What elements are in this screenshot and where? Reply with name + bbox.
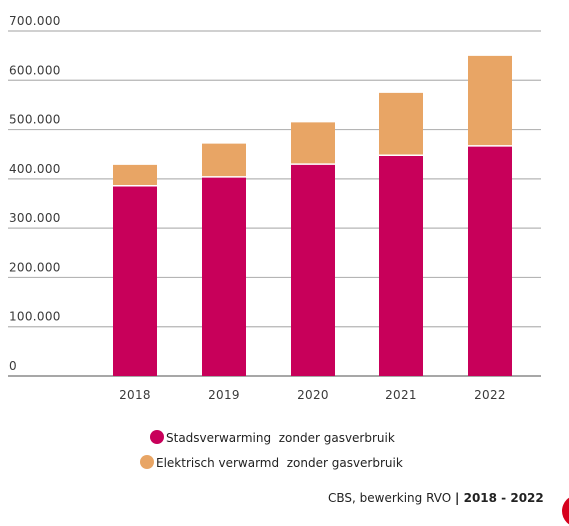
svg-text:CBS, bewerking RVO | 2018 - 20: CBS, bewerking RVO | 2018 - 2022 — [328, 491, 544, 505]
y-tick-label: 300.000 — [9, 211, 61, 225]
source-text: CBS, bewerking RVO — [328, 491, 455, 505]
bar-2019-series-1 — [202, 142, 246, 177]
bar-2020-series-0 — [291, 164, 335, 376]
y-tick-label: 200.000 — [9, 260, 61, 274]
bar-2018-series-0 — [113, 185, 157, 376]
legend-item-stadsverwarming: Stadsverwarming zonder gasverbruik — [150, 430, 395, 445]
bars — [113, 54, 512, 376]
y-tick-label: 500.000 — [9, 113, 61, 127]
source-note: CBS, bewerking RVO | 2018 - 2022 — [328, 491, 544, 505]
bar-2018-series-1 — [113, 164, 157, 186]
legend-label-stadsverwarming: Stadsverwarming zonder gasverbruik — [166, 431, 395, 445]
bar-2019-series-0 — [202, 176, 246, 376]
x-tick-label-2021: 2021 — [385, 388, 417, 402]
bar-2020-series-1 — [291, 121, 335, 165]
legend-swatch-elektrisch — [140, 455, 154, 469]
y-tick-label: 700.000 — [9, 14, 61, 28]
y-tick-label: 0 — [9, 359, 17, 373]
y-axis-ticks: 0 100.000 200.000 300.000 400.000 500.000 600.… — [9, 14, 61, 373]
x-tick-label-2020: 2020 — [297, 388, 329, 402]
y-tick-label: 400.000 — [9, 162, 61, 176]
source-years: | 2018 - 2022 — [455, 491, 544, 505]
bar-2022-series-1 — [468, 55, 512, 146]
y-tick-label: 600.000 — [9, 63, 61, 77]
legend: Stadsverwarming zonder gasverbruik Elekt… — [140, 430, 403, 470]
legend-swatch-stadsverwarming — [150, 430, 164, 444]
x-tick-label-2018: 2018 — [119, 388, 151, 402]
legend-item-elektrisch: Elektrisch verwarmd zonder gasverbruik — [140, 455, 403, 470]
bar-2021-series-0 — [379, 155, 423, 376]
y-tick-label: 100.000 — [9, 310, 61, 324]
x-tick-label-2022: 2022 — [474, 388, 506, 402]
red-corner-badge — [562, 497, 569, 525]
legend-label-elektrisch: Elektrisch verwarmd zonder gasverbruik — [156, 456, 403, 470]
x-axis-ticks: 2018 2019 2020 2021 2022 — [119, 388, 506, 402]
bar-2021-series-1 — [379, 92, 423, 156]
bar-2022-series-0 — [468, 145, 512, 376]
x-tick-label-2019: 2019 — [208, 388, 240, 402]
gridlines — [8, 30, 541, 377]
